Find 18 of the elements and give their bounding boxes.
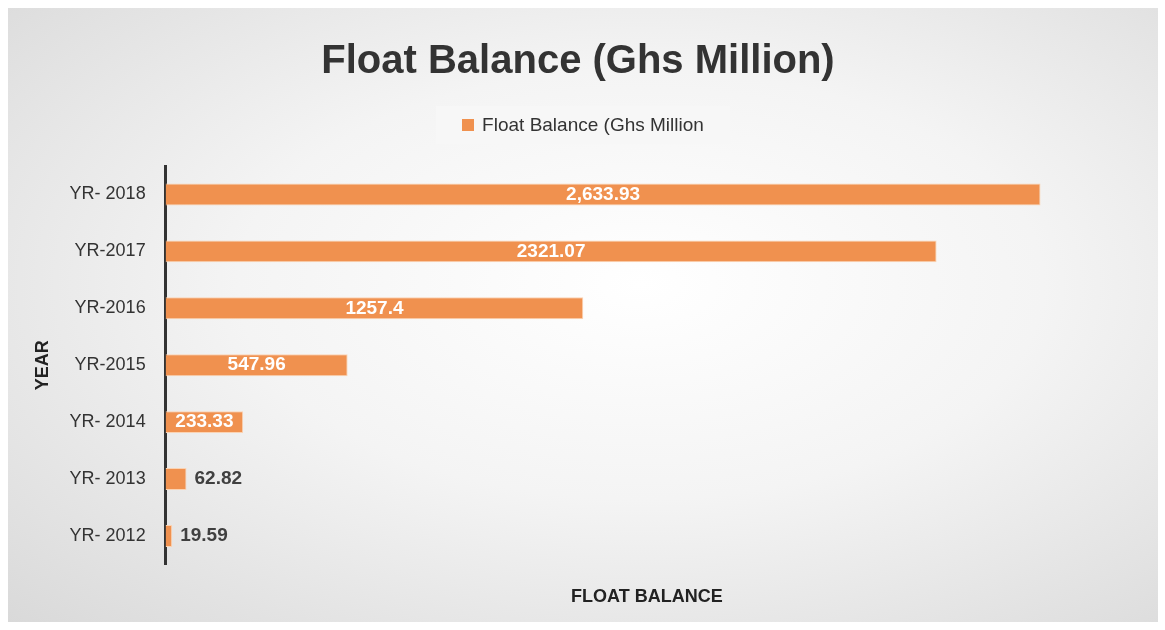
y-tick-label: YR- 2014 xyxy=(69,411,146,432)
y-tick-label: YR- 2013 xyxy=(69,468,146,488)
data-label: 2,633.93 xyxy=(566,182,641,204)
legend-label: Float Balance (Ghs Million xyxy=(482,114,704,136)
data-label: 19.59 xyxy=(180,524,228,546)
y-axis-title: YEAR xyxy=(31,340,52,391)
chart-title: Float Balance (Ghs Million) xyxy=(321,37,835,82)
data-label: 1257.4 xyxy=(345,296,404,318)
y-tick-label: YR- 2018 xyxy=(69,183,146,204)
data-label: 62.82 xyxy=(194,467,243,489)
y-tick-label: YR-2016 xyxy=(74,297,146,318)
y-tick-label: YR- 2012 xyxy=(69,524,146,545)
x-axis-title: FLOAT BALANCE xyxy=(570,586,723,607)
data-label: 233.33 xyxy=(175,410,234,432)
data-label: 2321.07 xyxy=(516,239,586,261)
data-label: 547.96 xyxy=(227,353,286,375)
y-tick-label: YR-2017 xyxy=(74,240,146,261)
y-tick-label: YR-2015 xyxy=(74,354,146,375)
